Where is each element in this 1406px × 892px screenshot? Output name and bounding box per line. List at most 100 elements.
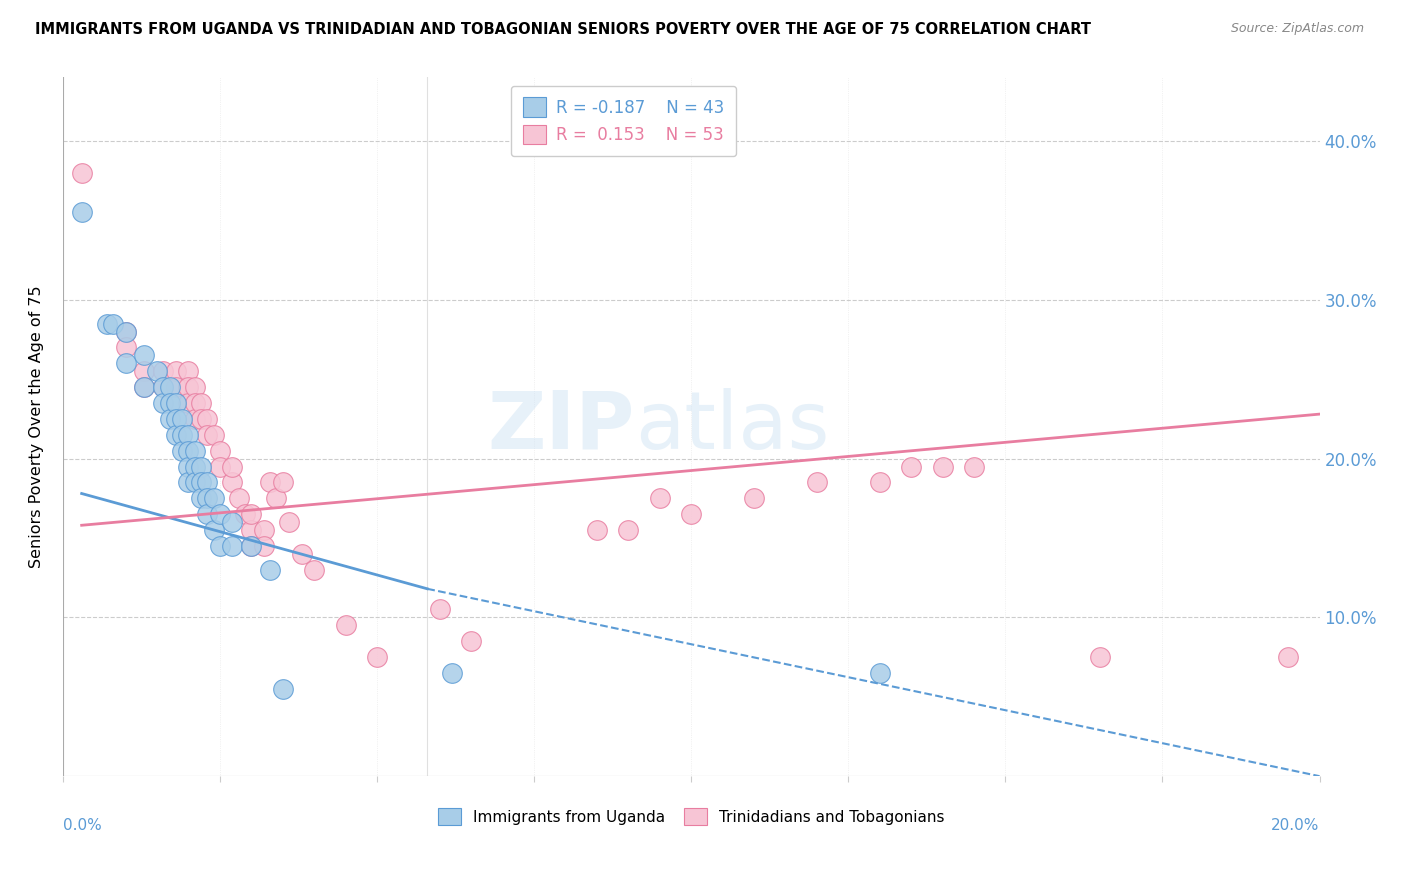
Point bbox=[366, 650, 388, 665]
Point bbox=[165, 396, 187, 410]
Point bbox=[177, 364, 200, 378]
Point bbox=[240, 539, 263, 553]
Point bbox=[681, 507, 703, 521]
Point bbox=[271, 475, 294, 490]
Point bbox=[101, 317, 124, 331]
Point bbox=[195, 427, 218, 442]
Point bbox=[190, 475, 212, 490]
Point bbox=[259, 563, 281, 577]
Point bbox=[184, 380, 207, 394]
Point bbox=[221, 475, 243, 490]
Point bbox=[152, 364, 174, 378]
Point bbox=[190, 491, 212, 506]
Point bbox=[228, 491, 250, 506]
Point bbox=[177, 427, 200, 442]
Point bbox=[441, 665, 464, 680]
Point bbox=[159, 380, 181, 394]
Point bbox=[70, 166, 93, 180]
Point bbox=[70, 205, 93, 219]
Point bbox=[271, 681, 294, 696]
Point bbox=[172, 412, 194, 426]
Point bbox=[208, 539, 231, 553]
Point bbox=[617, 523, 640, 537]
Point bbox=[114, 340, 136, 354]
Point bbox=[165, 412, 187, 426]
Point bbox=[202, 491, 225, 506]
Point bbox=[259, 475, 281, 490]
Point bbox=[177, 380, 200, 394]
Point bbox=[134, 348, 156, 362]
Point bbox=[648, 491, 671, 506]
Point bbox=[266, 491, 288, 506]
Point bbox=[165, 364, 187, 378]
Point bbox=[177, 396, 200, 410]
Point bbox=[208, 507, 231, 521]
Point bbox=[208, 459, 231, 474]
Point bbox=[221, 459, 243, 474]
Point bbox=[240, 507, 263, 521]
Point bbox=[195, 491, 218, 506]
Point bbox=[253, 539, 276, 553]
Point bbox=[165, 380, 187, 394]
Point bbox=[240, 523, 263, 537]
Point bbox=[806, 475, 828, 490]
Point bbox=[96, 317, 118, 331]
Legend: Immigrants from Uganda, Trinidadians and Tobagonians: Immigrants from Uganda, Trinidadians and… bbox=[432, 802, 950, 831]
Point bbox=[184, 412, 207, 426]
Point bbox=[195, 475, 218, 490]
Point bbox=[172, 443, 194, 458]
Point bbox=[184, 396, 207, 410]
Point bbox=[159, 412, 181, 426]
Text: 20.0%: 20.0% bbox=[1271, 818, 1320, 833]
Point bbox=[195, 412, 218, 426]
Point bbox=[900, 459, 922, 474]
Point bbox=[172, 427, 194, 442]
Point bbox=[1088, 650, 1111, 665]
Point bbox=[190, 459, 212, 474]
Point bbox=[869, 475, 891, 490]
Point bbox=[202, 427, 225, 442]
Point bbox=[278, 515, 301, 529]
Text: atlas: atlas bbox=[634, 388, 830, 466]
Point bbox=[742, 491, 765, 506]
Text: ZIP: ZIP bbox=[488, 388, 634, 466]
Point bbox=[114, 325, 136, 339]
Point bbox=[190, 396, 212, 410]
Point bbox=[165, 427, 187, 442]
Text: 0.0%: 0.0% bbox=[63, 818, 101, 833]
Point bbox=[177, 475, 200, 490]
Point bbox=[159, 396, 181, 410]
Point bbox=[152, 396, 174, 410]
Point bbox=[152, 380, 174, 394]
Point bbox=[134, 380, 156, 394]
Text: IMMIGRANTS FROM UGANDA VS TRINIDADIAN AND TOBAGONIAN SENIORS POVERTY OVER THE AG: IMMIGRANTS FROM UGANDA VS TRINIDADIAN AN… bbox=[35, 22, 1091, 37]
Point bbox=[460, 634, 482, 648]
Point bbox=[177, 443, 200, 458]
Y-axis label: Seniors Poverty Over the Age of 75: Seniors Poverty Over the Age of 75 bbox=[30, 285, 44, 568]
Point bbox=[221, 539, 243, 553]
Point bbox=[963, 459, 986, 474]
Point bbox=[114, 356, 136, 370]
Point bbox=[134, 380, 156, 394]
Point bbox=[152, 380, 174, 394]
Point bbox=[202, 523, 225, 537]
Point bbox=[221, 515, 243, 529]
Point bbox=[184, 459, 207, 474]
Point bbox=[586, 523, 609, 537]
Point bbox=[240, 539, 263, 553]
Point bbox=[253, 523, 276, 537]
Point bbox=[184, 443, 207, 458]
Point bbox=[869, 665, 891, 680]
Point bbox=[1277, 650, 1299, 665]
Point bbox=[429, 602, 451, 616]
Point bbox=[177, 459, 200, 474]
Point bbox=[195, 507, 218, 521]
Point bbox=[114, 325, 136, 339]
Point bbox=[335, 618, 357, 632]
Point bbox=[931, 459, 953, 474]
Point bbox=[233, 507, 256, 521]
Point bbox=[184, 475, 207, 490]
Text: Source: ZipAtlas.com: Source: ZipAtlas.com bbox=[1230, 22, 1364, 36]
Point bbox=[291, 547, 314, 561]
Point bbox=[146, 364, 169, 378]
